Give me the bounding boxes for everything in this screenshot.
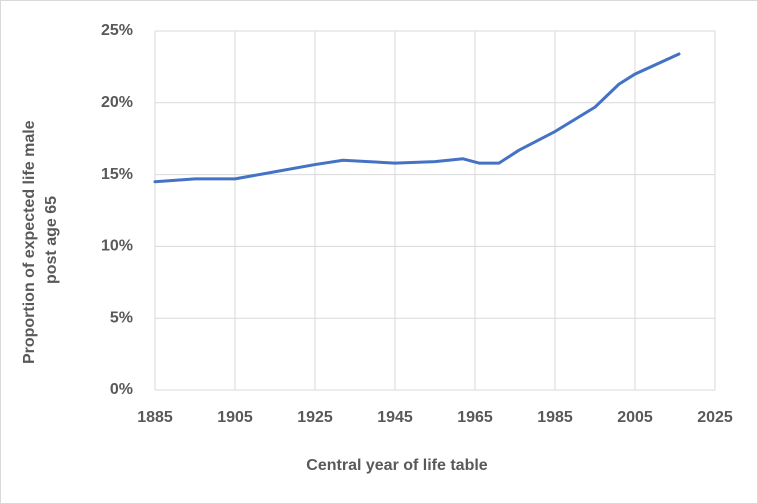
y-axis-title: Proportion of expected life male post ag… [21, 116, 60, 364]
x-tick-label: 1945 [377, 409, 413, 426]
x-tick-label: 1985 [537, 409, 573, 426]
x-tick-label: 1905 [217, 409, 253, 426]
y-axis-title-line: Proportion of expected life male [21, 120, 38, 364]
y-tick-label: 10% [101, 238, 133, 255]
x-tick-label: 1925 [297, 409, 333, 426]
x-tick-label: 1885 [137, 409, 173, 426]
y-axis-title-line: post age 65 [43, 196, 60, 284]
x-tick-label: 2005 [617, 409, 653, 426]
data-line [153, 52, 681, 184]
x-tick-label: 1965 [457, 409, 493, 426]
x-axis-title: Central year of life table [306, 457, 487, 474]
x-tick-label: 2025 [697, 409, 733, 426]
y-tick-label: 5% [110, 309, 133, 326]
y-tick-label: 0% [110, 381, 133, 398]
y-tick-label: 20% [101, 94, 133, 111]
y-tick-label: 15% [101, 166, 133, 183]
y-tick-label: 25% [101, 22, 133, 39]
